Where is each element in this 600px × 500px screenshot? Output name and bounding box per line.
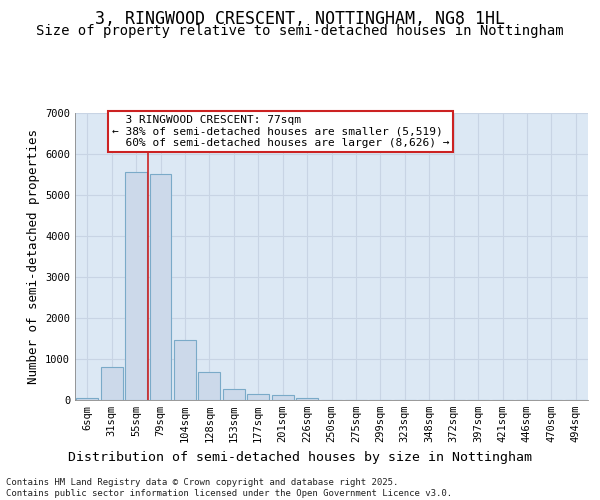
Bar (149, 174, 172, 400)
Bar (174, 340, 196, 400)
Bar (296, 398, 318, 400)
Text: 3, RINGWOOD CRESCENT, NOTTINGHAM, NG8 1HL: 3, RINGWOOD CRESCENT, NOTTINGHAM, NG8 1H… (95, 10, 505, 28)
Text: Size of property relative to semi-detached houses in Nottingham: Size of property relative to semi-detach… (36, 24, 564, 38)
Bar (76, 398, 98, 400)
Bar (199, 372, 220, 400)
Bar (247, 394, 269, 400)
Bar (272, 396, 293, 400)
Y-axis label: Number of semi-detached properties: Number of semi-detached properties (26, 128, 40, 384)
Bar (101, 367, 122, 400)
Text: 3 RINGWOOD CRESCENT: 77sqm
← 38% of semi-detached houses are smaller (5,519)
  6: 3 RINGWOOD CRESCENT: 77sqm ← 38% of semi… (112, 114, 449, 148)
Text: Distribution of semi-detached houses by size in Nottingham: Distribution of semi-detached houses by … (68, 451, 532, 464)
Bar (125, 172, 147, 400)
Text: Contains HM Land Registry data © Crown copyright and database right 2025.
Contai: Contains HM Land Registry data © Crown c… (6, 478, 452, 498)
Bar (223, 388, 245, 400)
